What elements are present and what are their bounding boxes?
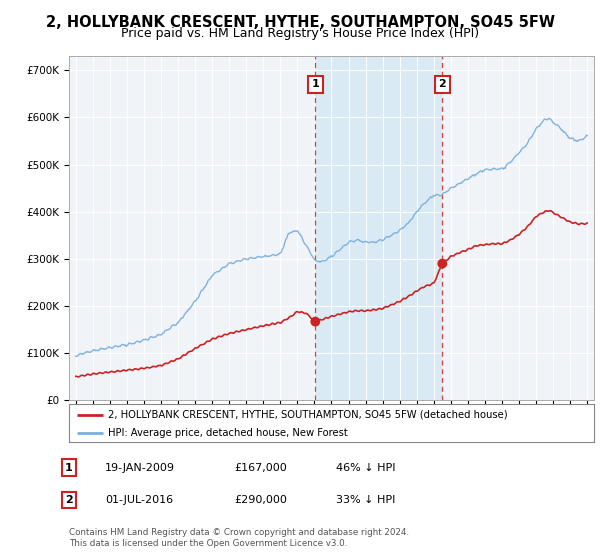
- Text: Price paid vs. HM Land Registry's House Price Index (HPI): Price paid vs. HM Land Registry's House …: [121, 27, 479, 40]
- Text: 1: 1: [65, 463, 73, 473]
- Text: £167,000: £167,000: [234, 463, 287, 473]
- Bar: [316, 56, 442, 400]
- Text: 2, HOLLYBANK CRESCENT, HYTHE, SOUTHAMPTON, SO45 5FW (detached house): 2, HOLLYBANK CRESCENT, HYTHE, SOUTHAMPTO…: [109, 410, 508, 420]
- Text: 46% ↓ HPI: 46% ↓ HPI: [336, 463, 395, 473]
- Point: [437, 259, 447, 268]
- Text: 1: 1: [311, 80, 319, 89]
- Text: 01-JUL-2016: 01-JUL-2016: [105, 495, 173, 505]
- Text: 19-JAN-2009: 19-JAN-2009: [105, 463, 175, 473]
- Text: 2: 2: [439, 80, 446, 89]
- Text: HPI: Average price, detached house, New Forest: HPI: Average price, detached house, New …: [109, 428, 348, 438]
- Point: [311, 317, 320, 326]
- Text: 33% ↓ HPI: 33% ↓ HPI: [336, 495, 395, 505]
- Text: 2: 2: [65, 495, 73, 505]
- Text: £290,000: £290,000: [234, 495, 287, 505]
- Text: 2, HOLLYBANK CRESCENT, HYTHE, SOUTHAMPTON, SO45 5FW: 2, HOLLYBANK CRESCENT, HYTHE, SOUTHAMPTO…: [46, 15, 554, 30]
- Text: Contains HM Land Registry data © Crown copyright and database right 2024.
This d: Contains HM Land Registry data © Crown c…: [69, 528, 409, 548]
